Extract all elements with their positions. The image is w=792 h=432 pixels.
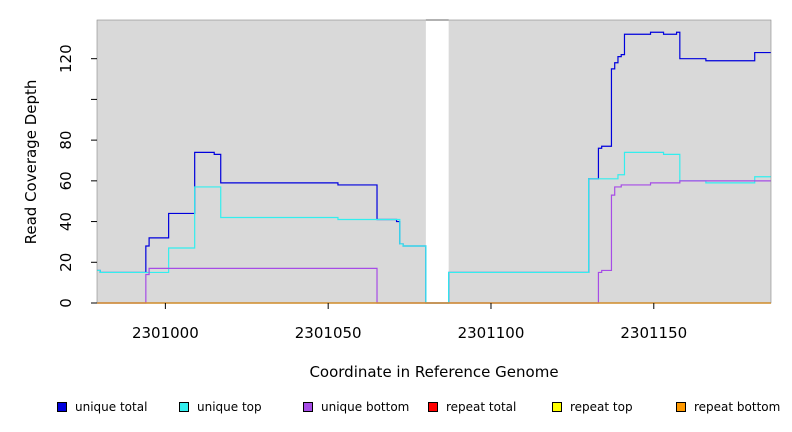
y-tick-label: 80 — [57, 131, 75, 150]
x-axis-title: Coordinate in Reference Genome — [309, 363, 558, 381]
legend-item-unique-top: unique top — [179, 400, 262, 414]
legend-item-unique-bottom: unique bottom — [303, 400, 409, 414]
legend-label: repeat total — [446, 400, 517, 414]
legend-label: repeat top — [570, 400, 633, 414]
gap-region — [425, 20, 449, 303]
legend-item-repeat-bottom: repeat bottom — [676, 400, 780, 414]
y-tick-label: 120 — [57, 44, 75, 73]
x-tick-label: 2301100 — [458, 324, 525, 342]
legend-swatch — [303, 402, 313, 412]
x-tick-label: 2301050 — [295, 324, 362, 342]
y-tick-label: 40 — [57, 212, 75, 231]
y-tick-label: 20 — [57, 253, 75, 272]
legend-swatch — [179, 402, 189, 412]
series-line-unique-bottom — [97, 180, 771, 304]
x-tick-label: 2301000 — [132, 324, 199, 342]
y-tick-label: 0 — [57, 298, 75, 308]
plot-border — [96, 19, 772, 304]
series-line-unique-top — [97, 151, 771, 304]
legend-label: unique top — [197, 400, 262, 414]
legend-swatch — [676, 402, 686, 412]
legend-label: repeat bottom — [694, 400, 781, 414]
legend-swatch — [57, 402, 67, 412]
x-tick-label: 2301150 — [620, 324, 687, 342]
legend-label: unique total — [75, 400, 148, 414]
chart-legend: unique total unique top unique bottom repea… — [0, 400, 792, 418]
y-tick-label: 60 — [57, 171, 75, 190]
legend-swatch — [428, 402, 438, 412]
y-axis-title: Read Coverage Depth — [22, 80, 40, 245]
legend-item-repeat-total: repeat total — [428, 400, 516, 414]
legend-swatch — [552, 402, 562, 412]
legend-item-repeat-top: repeat top — [552, 400, 633, 414]
legend-item-unique-total: unique total — [57, 400, 147, 414]
legend-label: unique bottom — [321, 400, 410, 414]
